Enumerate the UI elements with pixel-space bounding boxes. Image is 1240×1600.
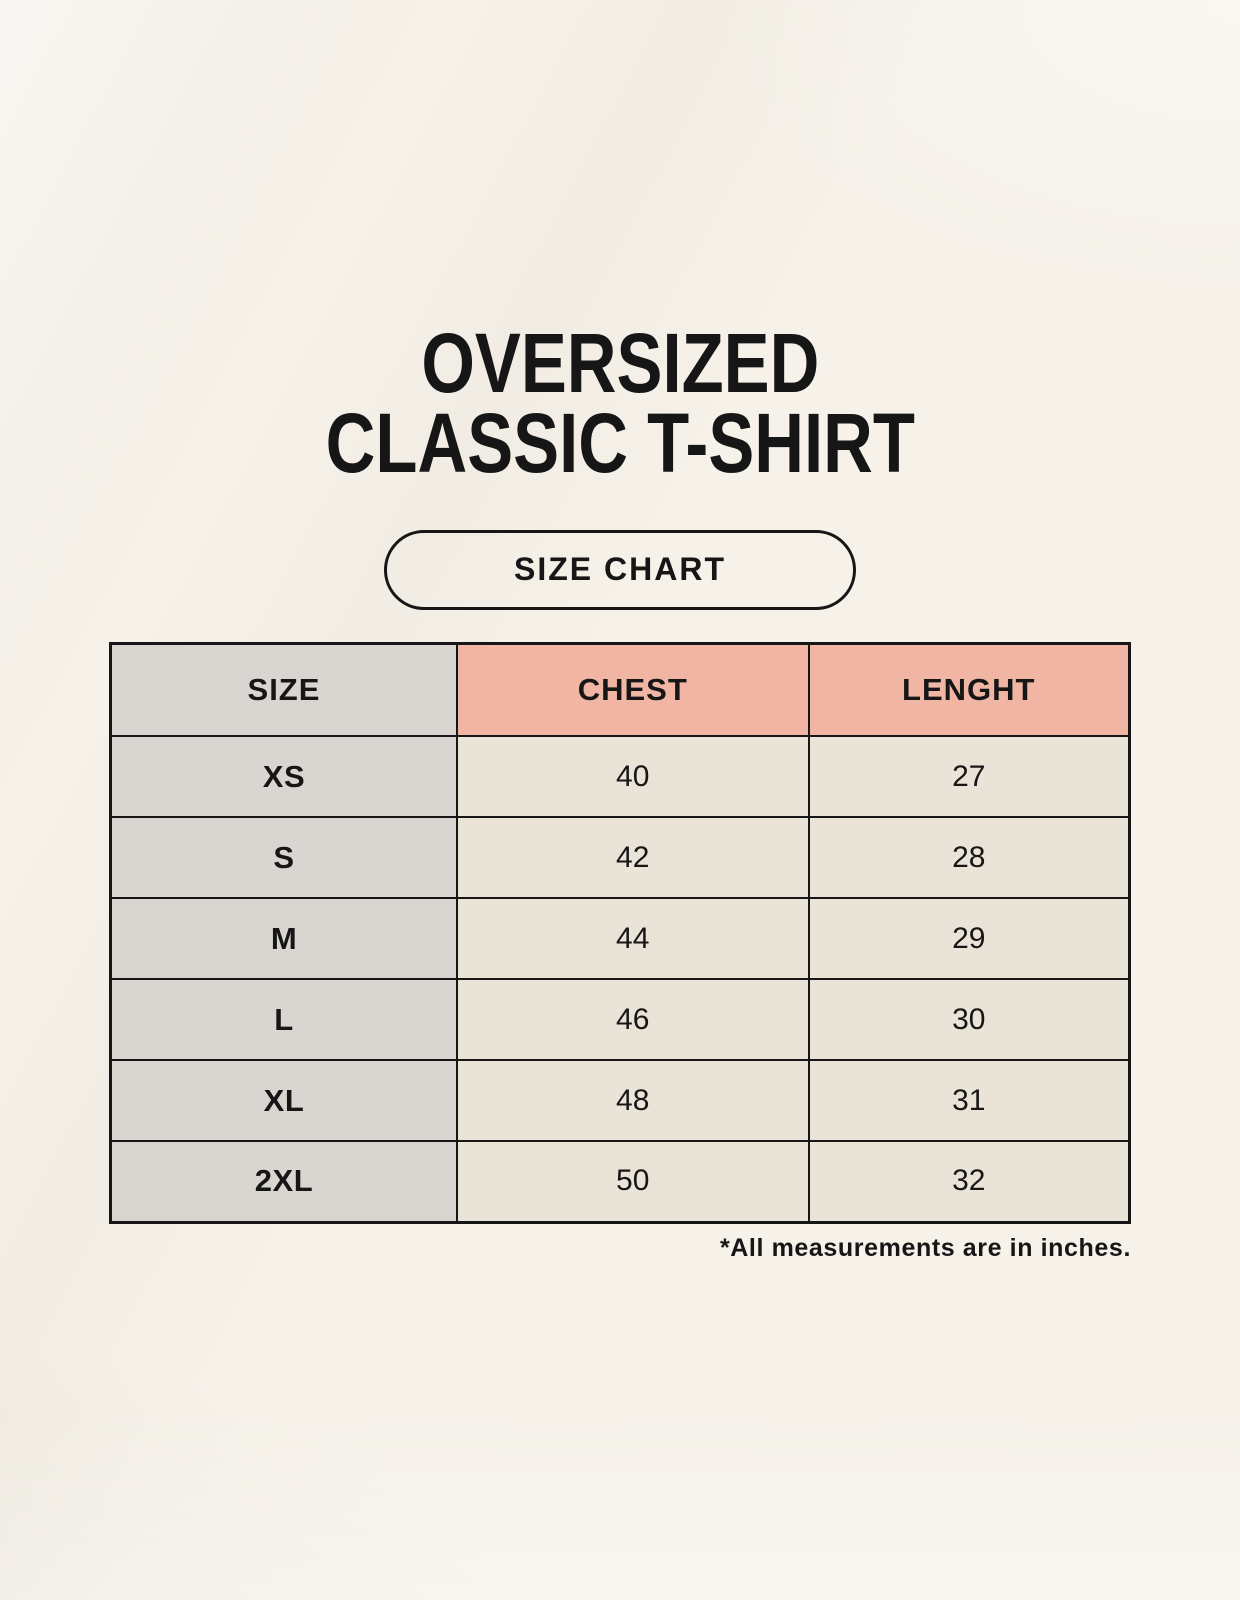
table-row: M 44 29 (109, 897, 1131, 981)
column-header-chest: CHEST (455, 642, 810, 738)
table-row: L 46 30 (109, 978, 1131, 1062)
chest-cell: 46 (455, 978, 810, 1062)
length-cell: 29 (807, 897, 1131, 981)
size-cell: S (109, 816, 458, 900)
chest-cell: 42 (455, 816, 810, 900)
table-row: 2XL 50 32 (109, 1140, 1131, 1224)
chest-cell: 48 (455, 1059, 810, 1143)
column-header-size: SIZE (109, 642, 458, 738)
size-chart-button-label: SIZE CHART (514, 551, 726, 588)
length-cell: 30 (807, 978, 1131, 1062)
table-header-row: SIZE CHEST LENGHT (109, 642, 1131, 738)
table-row: XS 40 27 (109, 735, 1131, 819)
table-row: XL 48 31 (109, 1059, 1131, 1143)
size-cell: M (109, 897, 458, 981)
length-cell: 28 (807, 816, 1131, 900)
chest-cell: 50 (455, 1140, 810, 1224)
size-cell: 2XL (109, 1140, 458, 1224)
chest-cell: 40 (455, 735, 810, 819)
size-chart-button[interactable]: SIZE CHART (384, 529, 856, 610)
measurements-footnote: *All measurements are in inches. (719, 1233, 1131, 1262)
title-line-2: CLASSIC T-SHIRT (325, 395, 915, 490)
table-row: S 42 28 (109, 816, 1131, 900)
size-cell: XL (109, 1059, 458, 1143)
size-cell: L (109, 978, 458, 1062)
column-header-length: LENGHT (807, 642, 1131, 738)
length-cell: 31 (807, 1059, 1131, 1143)
length-cell: 27 (807, 735, 1131, 819)
size-cell: XS (109, 735, 458, 819)
size-chart-table: SIZE CHEST LENGHT XS 40 27 S 42 28 M 44 … (109, 641, 1131, 1224)
page-title: OVERSIZED CLASSIC T-SHIRT (0, 0, 1240, 485)
length-cell: 32 (807, 1140, 1131, 1224)
title-line-1: OVERSIZED (420, 316, 820, 410)
chest-cell: 44 (455, 897, 810, 981)
